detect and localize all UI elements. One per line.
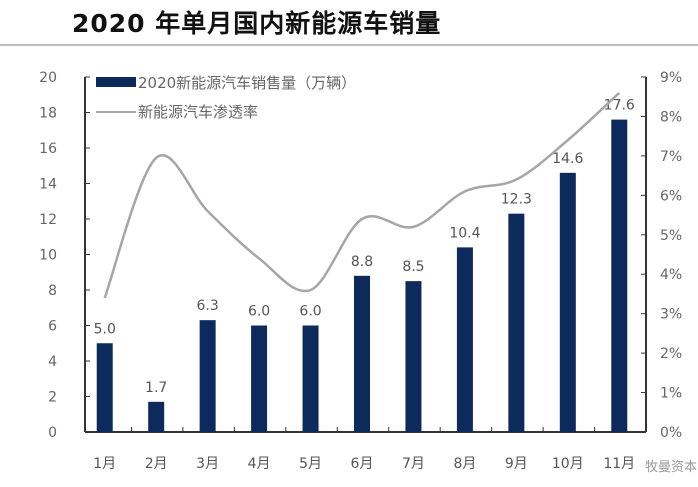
bar-1月 xyxy=(96,343,113,432)
bar-5月 xyxy=(302,325,319,432)
legend-bar-swatch xyxy=(96,77,136,87)
left-tick-label: 0 xyxy=(48,425,57,441)
right-tick-label: 5% xyxy=(660,228,682,244)
bar-11月 xyxy=(611,119,628,432)
bar-3月 xyxy=(199,320,216,432)
bar-value-label: 8.5 xyxy=(402,259,424,275)
left-tick-label: 2 xyxy=(48,390,57,406)
bar-value-label: 14.6 xyxy=(552,151,583,167)
title-divider xyxy=(0,44,698,46)
right-tick-label: 3% xyxy=(660,307,682,323)
left-tick-label: 8 xyxy=(48,283,57,299)
right-tick-label: 2% xyxy=(660,346,682,362)
left-tick-label: 10 xyxy=(39,248,57,264)
bar-6月 xyxy=(354,275,370,432)
x-tick-label: 1月 xyxy=(93,456,116,472)
bar-10月 xyxy=(559,172,576,432)
left-tick-label: 6 xyxy=(48,319,57,335)
bar-value-label: 10.4 xyxy=(449,225,480,241)
watermark: 牧曼资本 xyxy=(644,460,697,475)
bar-7月 xyxy=(405,281,422,432)
x-tick-label: 9月 xyxy=(505,456,528,472)
x-tick-label: 2月 xyxy=(145,456,168,472)
bar-value-label: 6.3 xyxy=(197,298,219,314)
right-tick-label: 0% xyxy=(660,425,682,441)
bar-value-label: 17.6 xyxy=(604,98,635,114)
left-tick-label: 16 xyxy=(39,141,57,157)
right-tick-label: 8% xyxy=(660,109,682,125)
left-tick-label: 18 xyxy=(39,106,57,122)
bar-8月 xyxy=(456,247,473,432)
left-tick-label: 14 xyxy=(39,177,57,193)
x-tick-label: 10月 xyxy=(552,456,584,472)
right-tick-label: 7% xyxy=(660,149,682,165)
x-tick-label: 8月 xyxy=(453,456,476,472)
penetration-rate-line xyxy=(103,91,621,299)
page-title: 2020 年单月国内新能源车销量 xyxy=(72,9,442,38)
bar-2月 xyxy=(148,401,165,432)
legend-bar-label: 2020新能源汽车销售量（万辆） xyxy=(138,74,356,92)
x-tick-label: 3月 xyxy=(196,456,219,472)
bar-value-label: 12.3 xyxy=(501,192,532,208)
bar-value-label: 6.0 xyxy=(299,304,321,320)
x-tick-label: 6月 xyxy=(351,456,374,472)
bar-value-label: 5.0 xyxy=(94,321,116,337)
x-tick-label: 7月 xyxy=(402,456,425,472)
bar-value-label: 8.8 xyxy=(351,254,373,270)
x-tick-label: 4月 xyxy=(248,456,271,472)
right-tick-label: 9% xyxy=(660,70,682,86)
left-tick-label: 4 xyxy=(48,354,57,370)
legend-line-label: 新能源汽车渗透率 xyxy=(138,103,258,121)
right-tick-label: 4% xyxy=(660,267,682,283)
bar-9月 xyxy=(508,213,525,432)
bar-value-label: 6.0 xyxy=(248,304,270,320)
bar-4月 xyxy=(251,325,268,432)
left-tick-label: 20 xyxy=(39,70,57,86)
left-tick-label: 12 xyxy=(39,212,57,228)
x-tick-label: 11月 xyxy=(603,456,635,472)
x-tick-label: 5月 xyxy=(299,456,322,472)
right-tick-label: 6% xyxy=(660,188,682,204)
right-tick-label: 1% xyxy=(660,386,682,402)
bar-value-label: 1.7 xyxy=(145,380,167,396)
